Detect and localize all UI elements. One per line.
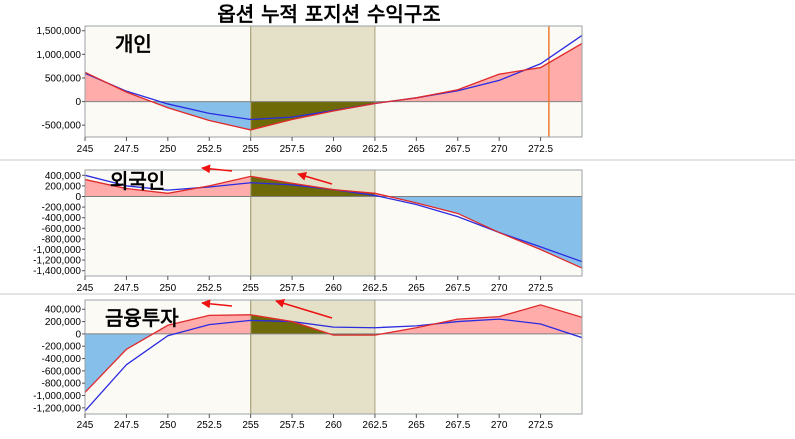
y-tick-label: 200,000 bbox=[45, 181, 82, 192]
annotation-arrow bbox=[201, 299, 233, 309]
profit-area bbox=[85, 304, 582, 334]
panel-label: 금융투자 bbox=[105, 306, 179, 330]
y-tick-label: -800,000 bbox=[42, 379, 82, 390]
x-tick-label: 255 bbox=[242, 144, 259, 155]
x-tick-label: 247.5 bbox=[114, 283, 139, 294]
x-tick-label: 260 bbox=[325, 144, 342, 155]
band-fill-area bbox=[250, 314, 375, 336]
loss-area bbox=[85, 333, 582, 393]
y-tick-label: -500,000 bbox=[42, 121, 82, 132]
chart-panel: 1,500,000 1,000,000 500,000 0 -500,000 245 247… bbox=[37, 25, 583, 155]
x-tick-label: 252.5 bbox=[197, 144, 222, 155]
x-tick-label: 272.5 bbox=[528, 420, 553, 431]
highlight-band bbox=[250, 300, 375, 414]
x-tick-label: 245 bbox=[77, 144, 94, 155]
y-tick-label: -1,200,000 bbox=[33, 256, 81, 267]
panel-label: 외국인 bbox=[110, 169, 165, 193]
y-tick-label: 0 bbox=[75, 192, 81, 203]
x-tick-label: 265 bbox=[408, 420, 425, 431]
y-tick-label: 500,000 bbox=[45, 73, 82, 84]
red-series-line bbox=[85, 42, 582, 131]
x-tick-label: 260 bbox=[325, 420, 342, 431]
y-tick-label: -600,000 bbox=[42, 366, 82, 377]
red-series-line bbox=[85, 304, 582, 393]
x-tick-label: 270 bbox=[491, 420, 508, 431]
x-tick-label: 247.5 bbox=[114, 144, 139, 155]
y-tick-label: 0 bbox=[75, 329, 81, 340]
profit-area bbox=[85, 176, 582, 197]
x-tick-label: 245 bbox=[77, 420, 94, 431]
x-tick-label: 272.5 bbox=[528, 283, 553, 294]
y-tick-label: -1,400,000 bbox=[33, 266, 81, 277]
x-tick-label: 265 bbox=[408, 283, 425, 294]
y-tick-label: 200,000 bbox=[45, 317, 82, 328]
chart-panel: 400,000200,0000-200,000-400,000-600,000-… bbox=[33, 164, 583, 294]
x-tick-label: 247.5 bbox=[114, 420, 139, 431]
x-tick-label: 262.5 bbox=[362, 283, 387, 294]
x-tick-label: 265 bbox=[408, 144, 425, 155]
red-series-line bbox=[85, 175, 582, 269]
x-tick-label: 270 bbox=[491, 283, 508, 294]
y-tick-label: -1,200,000 bbox=[33, 403, 81, 414]
x-tick-label: 257.5 bbox=[280, 144, 305, 155]
x-tick-label: 272.5 bbox=[528, 144, 553, 155]
y-tick-label: -400,000 bbox=[42, 213, 82, 224]
x-tick-label: 257.5 bbox=[280, 420, 305, 431]
y-tick-label: -200,000 bbox=[42, 342, 82, 353]
x-tick-label: 257.5 bbox=[280, 283, 305, 294]
x-tick-label: 267.5 bbox=[445, 420, 470, 431]
x-tick-label: 270 bbox=[491, 144, 508, 155]
loss-area bbox=[85, 101, 582, 130]
annotation-arrow bbox=[297, 171, 333, 185]
x-tick-label: 250 bbox=[159, 144, 176, 155]
y-tick-label: -600,000 bbox=[42, 224, 82, 235]
chart-title: 옵션 누적 포지션 수익구조 bbox=[217, 2, 440, 26]
y-tick-label: -200,000 bbox=[42, 203, 82, 214]
loss-area bbox=[85, 196, 582, 269]
panel-label: 개인 bbox=[115, 32, 152, 56]
x-tick-label: 262.5 bbox=[362, 144, 387, 155]
y-tick-label: 400,000 bbox=[45, 171, 82, 182]
y-tick-label: 1,000,000 bbox=[37, 50, 82, 61]
x-tick-label: 250 bbox=[159, 420, 176, 431]
x-tick-label: 255 bbox=[242, 420, 259, 431]
x-tick-label: 252.5 bbox=[197, 283, 222, 294]
y-tick-label: 1,500,000 bbox=[37, 26, 82, 37]
y-tick-label: -1,000,000 bbox=[33, 391, 81, 402]
y-tick-label: -1,000,000 bbox=[33, 245, 81, 256]
x-tick-label: 267.5 bbox=[445, 283, 470, 294]
x-tick-label: 245 bbox=[77, 283, 94, 294]
annotation-arrow bbox=[275, 299, 333, 319]
x-tick-label: 250 bbox=[159, 283, 176, 294]
annotation-arrow bbox=[201, 164, 233, 174]
x-tick-label: 255 bbox=[242, 283, 259, 294]
y-tick-label: 400,000 bbox=[45, 305, 82, 316]
blue-series-line bbox=[85, 318, 582, 412]
y-tick-label: 0 bbox=[75, 97, 81, 108]
x-tick-label: 260 bbox=[325, 283, 342, 294]
x-tick-label: 252.5 bbox=[197, 420, 222, 431]
y-tick-label: -400,000 bbox=[42, 354, 82, 365]
y-tick-label: -800,000 bbox=[42, 234, 82, 245]
x-tick-label: 267.5 bbox=[445, 144, 470, 155]
x-tick-label: 262.5 bbox=[362, 420, 387, 431]
